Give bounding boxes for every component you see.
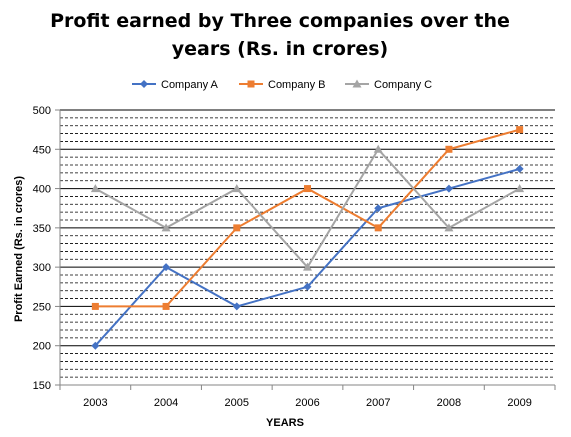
gridlines bbox=[60, 109, 555, 386]
y-axis: 150 200 250 300 350 400 450 500 bbox=[33, 105, 61, 392]
x-tick-label: 2004 bbox=[154, 397, 178, 409]
legend-label: Company B bbox=[268, 79, 325, 91]
y-tick-label: 500 bbox=[33, 105, 51, 117]
x-axis-label: YEARS bbox=[266, 417, 304, 429]
data-point-company-b bbox=[91, 302, 99, 310]
legend-label: Company A bbox=[161, 79, 219, 91]
x-axis: 2003 2004 2005 2006 2007 2008 2009 bbox=[59, 385, 556, 409]
chart-title-line-2: years (Rs. in crores) bbox=[172, 38, 388, 60]
x-tick-label: 2009 bbox=[507, 397, 531, 409]
series-line-company-b bbox=[95, 128, 520, 308]
legend-item-company-b: Company B bbox=[239, 79, 325, 91]
data-point-company-b bbox=[233, 224, 241, 232]
data-point-company-a bbox=[303, 282, 312, 291]
chart-title-line-1: Profit earned by Three companies over th… bbox=[50, 10, 510, 32]
y-tick-label: 150 bbox=[33, 380, 51, 392]
x-tick-label: 2003 bbox=[83, 397, 107, 409]
legend: Company A Company B Company C bbox=[132, 79, 432, 91]
data-point-company-c bbox=[515, 184, 525, 193]
y-tick-label: 450 bbox=[33, 144, 51, 156]
y-tick-label: 250 bbox=[33, 301, 51, 313]
legend-label: Company C bbox=[374, 79, 432, 91]
series-company-b bbox=[91, 126, 524, 310]
legend-swatch-marker bbox=[352, 79, 362, 88]
data-point-company-b bbox=[516, 126, 524, 134]
data-point-company-c bbox=[232, 184, 242, 193]
series-group bbox=[90, 126, 525, 350]
data-point-company-a bbox=[374, 204, 383, 213]
y-tick-label: 350 bbox=[33, 223, 51, 235]
series-line-company-a bbox=[94, 167, 520, 347]
legend-item-company-c: Company C bbox=[345, 79, 432, 91]
data-point-company-c bbox=[90, 184, 100, 193]
x-tick-label: 2005 bbox=[225, 397, 249, 409]
series-company-a bbox=[91, 164, 524, 350]
legend-swatch-marker bbox=[247, 80, 255, 88]
y-tick-label: 200 bbox=[33, 341, 51, 353]
x-tick-label: 2008 bbox=[437, 397, 461, 409]
data-point-company-c bbox=[161, 223, 171, 232]
y-tick-label: 400 bbox=[33, 184, 51, 196]
series-company-c bbox=[90, 144, 525, 271]
data-point-company-b bbox=[304, 185, 311, 193]
data-point-company-a bbox=[91, 341, 100, 350]
y-axis-label: Profit Earned (Rs. in crores) bbox=[13, 176, 25, 322]
y-tick-label: 300 bbox=[33, 262, 51, 274]
data-point-company-a bbox=[515, 164, 524, 173]
data-point-company-c bbox=[373, 144, 383, 153]
x-tick-label: 2007 bbox=[366, 397, 390, 409]
legend-swatch-marker bbox=[140, 80, 148, 88]
data-point-company-c bbox=[444, 223, 454, 232]
data-point-company-b bbox=[374, 224, 382, 232]
legend-item-company-a: Company A bbox=[132, 79, 219, 91]
x-tick-label: 2006 bbox=[295, 397, 319, 409]
data-point-company-b bbox=[162, 302, 170, 310]
data-point-company-a bbox=[444, 184, 453, 193]
data-point-company-a bbox=[162, 263, 171, 272]
series-line-company-c bbox=[94, 147, 521, 269]
data-point-company-a bbox=[232, 302, 241, 311]
data-point-company-b bbox=[445, 145, 453, 153]
data-point-company-c bbox=[303, 262, 312, 271]
